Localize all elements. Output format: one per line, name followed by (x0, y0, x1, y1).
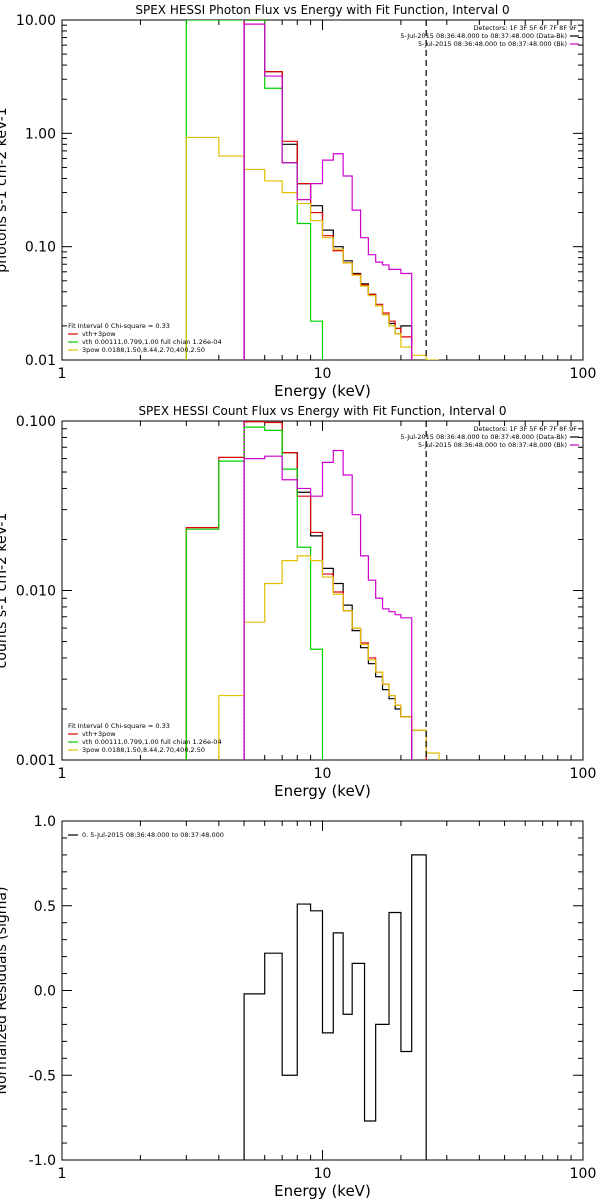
y-tick-label: 0.001 (16, 753, 56, 769)
chart-panel-3: 1 10 100 Energy (keV) -1.0 -0.5 0.0 0.5 1.0 Norma… (0, 814, 596, 1200)
x-axis-label: Energy (keV) (274, 1182, 371, 1200)
chart-panel-1: SPEX HESSI Photon Flux vs Energy with Fi… (0, 3, 596, 400)
info-line: 5-Jul-2015 08:36:48.000 to 08:37:48.000 … (418, 40, 567, 48)
x-tick-label: 1 (58, 1166, 67, 1182)
y-axis-label: counts s-1 cm-2 keV-1 (0, 513, 10, 669)
legend-entry: vth+3pow (82, 330, 116, 338)
chart-title: SPEX HESSI Photon Flux vs Energy with Fi… (135, 3, 509, 17)
x-axis-label: Energy (keV) (274, 782, 371, 800)
chart-panel-2: SPEX HESSI Count Flux vs Energy with Fit… (0, 404, 596, 800)
legend-title: Fit Interval 0 Chi-square = 0.33 (68, 322, 170, 330)
x-tick-label: 100 (570, 1166, 597, 1182)
info-line: 5-Jul-2015 08:36:48.000 to 08:37:48.000 … (400, 32, 567, 40)
series-line-5 (243, 23, 413, 360)
series-group (185, 20, 439, 360)
y-tick-label: 0.010 (16, 584, 56, 600)
y-tick-label: 0.01 (25, 353, 56, 369)
series-line-4 (185, 136, 439, 360)
chart-title: SPEX HESSI Count Flux vs Energy with Fit… (138, 404, 506, 418)
y-tick-label: -1.0 (29, 1153, 56, 1169)
series-line-1 (243, 421, 413, 760)
info-line: Detectors: 1F 3F 5F 6F 7F 8F 9F (474, 425, 578, 433)
x-tick-label: 100 (570, 366, 597, 382)
x-axis-label: Energy (keV) (274, 382, 371, 400)
x-tick-label: 1 (58, 366, 67, 382)
series-group (243, 854, 427, 1160)
legend-entry: vth 0.00111,0.799,1.00 full chian 1.26e-… (82, 338, 222, 346)
info-line: 5-Jul-2015 08:36:48.000 to 08:37:48.000 … (418, 441, 567, 449)
series-line-2 (185, 421, 427, 760)
x-tick-label: 10 (314, 366, 332, 382)
legend-entry: vth+3pow (82, 730, 116, 738)
x-tick-label: 10 (314, 1166, 332, 1182)
y-tick-label: 0.100 (16, 414, 56, 430)
y-axis-label: photons s-1 cm-2 keV-1 (0, 107, 10, 272)
legend-entry: vth 0.00111,0.799,1.00 full chian 1.26e-… (82, 738, 222, 746)
info-line: 5-Jul-2015 08:36:48.000 to 08:37:48.000 … (400, 433, 567, 441)
y-tick-label: 0.5 (34, 899, 56, 915)
y-axis-label: Normalized Residuals (sigma) (0, 887, 10, 1095)
legend-entry: 0. 5-Jul-2015 08:36:48.000 to 08:37:48.0… (82, 831, 224, 839)
x-tick-label: 100 (570, 766, 597, 782)
x-tick-label: 1 (58, 766, 67, 782)
series-line-4 (218, 555, 440, 760)
series-line-3 (185, 426, 324, 760)
series-line-5 (243, 449, 413, 760)
y-tick-label: -0.5 (29, 1068, 56, 1084)
info-line: Detectors: 1F 3F 5F 6F 7F 8F 9F (474, 24, 578, 32)
legend-entry: 3pow 0.0188,1.50,8.44,2.70,400,2.50 (82, 346, 205, 354)
x-tick-label: 10 (314, 766, 332, 782)
y-tick-label: 1.0 (34, 814, 56, 830)
legend-entry: 3pow 0.0188,1.50,8.44,2.70,400,2.50 (82, 746, 205, 754)
legend-title: Fit Interval 0 Chi-square = 0.33 (68, 722, 170, 730)
series-line-1 (243, 854, 427, 1160)
y-tick-label: 1.00 (25, 126, 56, 142)
plot-frame (61, 19, 584, 361)
series-line-2 (243, 20, 413, 360)
y-tick-label: 0.0 (34, 984, 56, 1000)
y-tick-label: 10.00 (16, 13, 56, 29)
series-line-1 (243, 20, 413, 360)
series-line-3 (185, 20, 324, 360)
series-group (185, 421, 440, 760)
y-tick-label: 0.10 (25, 240, 56, 256)
